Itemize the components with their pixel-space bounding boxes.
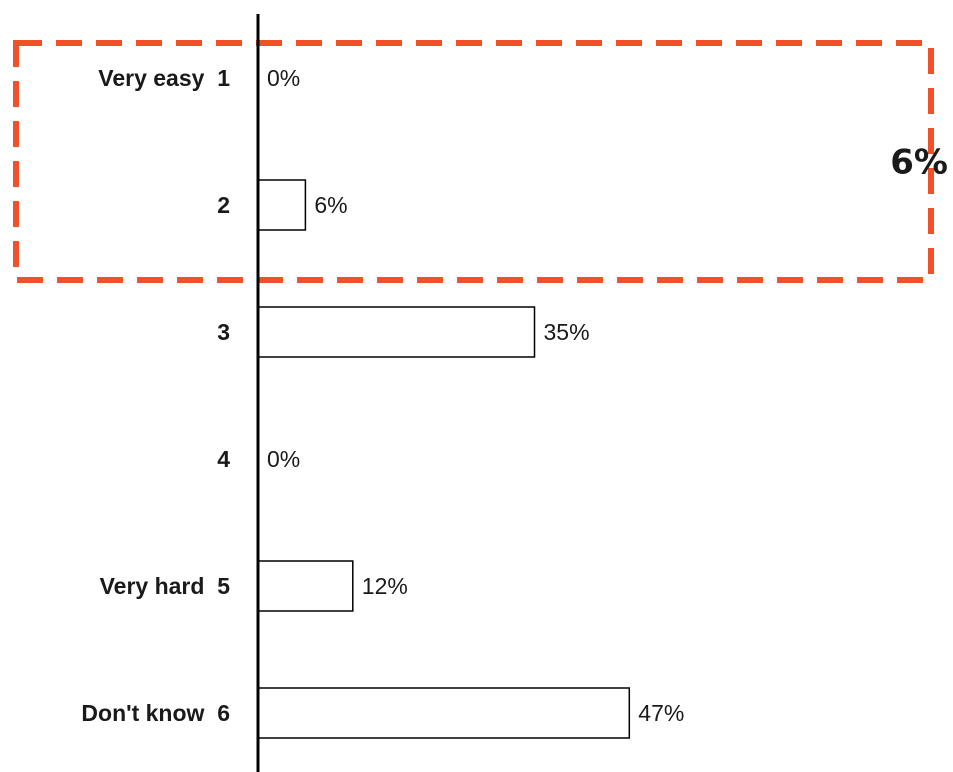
category-label: 3 <box>217 319 230 345</box>
value-label: 12% <box>362 573 408 599</box>
category-label: 4 <box>217 446 230 472</box>
category-label: 2 <box>217 192 230 218</box>
value-label: 6% <box>314 192 347 218</box>
category-label: Don't know 6 <box>81 700 230 726</box>
bar <box>257 179 307 231</box>
value-label: 0% <box>267 446 300 472</box>
bar <box>257 306 536 358</box>
highlight-label: 6% <box>890 143 948 183</box>
value-label: 35% <box>544 319 590 345</box>
category-label: Very hard 5 <box>100 573 231 599</box>
bar <box>257 560 354 612</box>
value-label: 0% <box>267 65 300 91</box>
category-label: Very easy 1 <box>98 65 230 91</box>
value-label: 47% <box>638 700 684 726</box>
highlight-box <box>13 40 934 283</box>
bar <box>257 687 631 739</box>
